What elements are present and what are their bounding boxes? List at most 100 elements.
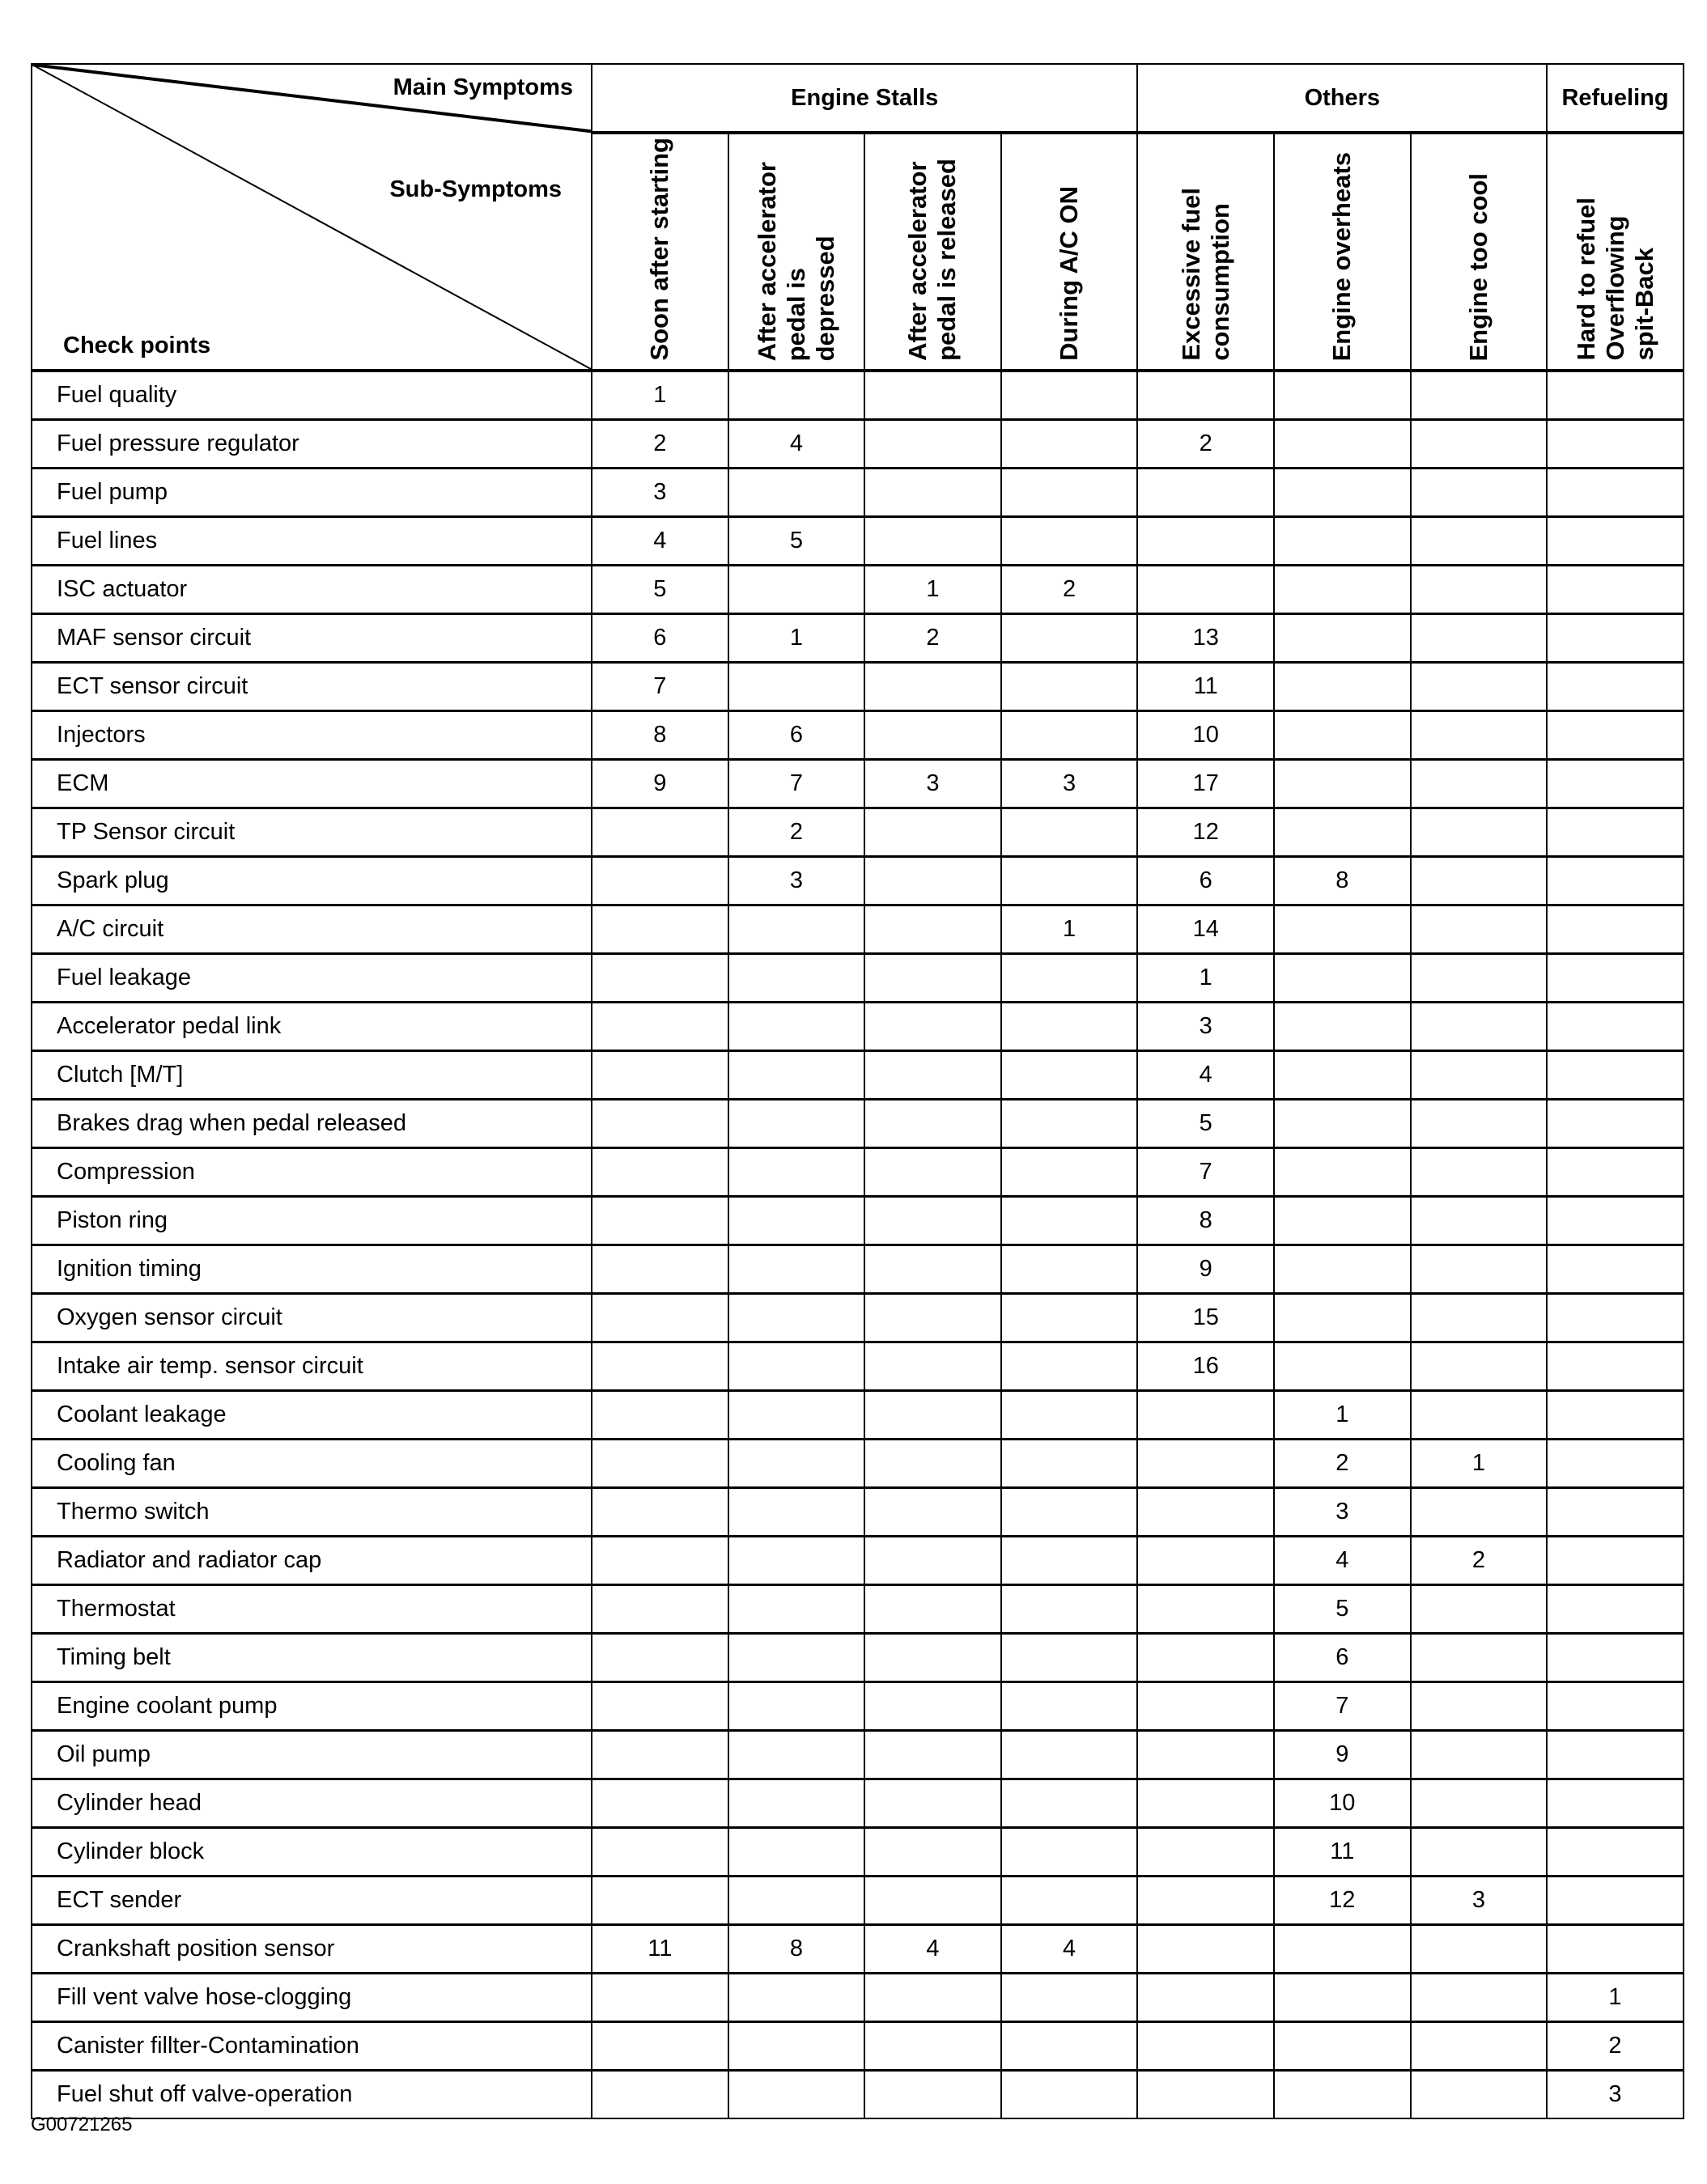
priority-cell: 6: [591, 613, 729, 664]
priority-cell: [591, 1244, 729, 1295]
priority-cell: [1000, 467, 1139, 518]
priority-cell: [864, 2069, 1002, 2119]
priority-cell: [1273, 1244, 1412, 1295]
main-symptoms-label: Main Symptoms: [393, 74, 573, 100]
table-row: Oxygen sensor circuit 15: [31, 1292, 1684, 1343]
priority-cell: 5: [1136, 1098, 1276, 1149]
sub-symptom-line: Excessive fuel: [1176, 188, 1205, 361]
priority-cell: [864, 1486, 1002, 1537]
table-row: Fuel lines 4 5: [31, 515, 1684, 566]
table-row: TP Sensor circuit 2 12: [31, 807, 1684, 858]
priority-cell: 1: [1000, 904, 1139, 955]
priority-cell: [1000, 952, 1139, 1003]
priority-cell: [1409, 1729, 1548, 1780]
priority-cell: [1409, 1584, 1548, 1635]
priority-cell: [727, 467, 866, 518]
table-row: ISC actuator 5 1 2: [31, 564, 1684, 615]
priority-cell: [1546, 1875, 1684, 1926]
priority-cell: 5: [1273, 1584, 1412, 1635]
priority-cell: [591, 1389, 729, 1440]
check-point-name: ECM: [31, 758, 592, 809]
priority-cell: 2: [864, 613, 1002, 664]
priority-cell: [727, 1292, 866, 1343]
table-row: Cooling fan 2 1: [31, 1438, 1684, 1489]
priority-cell: [1273, 1050, 1412, 1100]
check-point-name: Oil pump: [31, 1729, 592, 1780]
table-row: Intake air temp. sensor circuit 16: [31, 1341, 1684, 1392]
table-row: Fuel leakage 1: [31, 952, 1684, 1003]
priority-cell: [591, 1292, 729, 1343]
priority-cell: [1409, 1098, 1548, 1149]
priority-cell: [864, 1826, 1002, 1877]
priority-cell: [1136, 515, 1276, 566]
priority-cell: 1: [1273, 1389, 1412, 1440]
priority-cell: 13: [1136, 613, 1276, 664]
check-point-name: Injectors: [31, 710, 592, 761]
priority-cell: [1000, 1681, 1139, 1732]
sub-symptom-line: Engine too cool: [1463, 172, 1493, 362]
priority-cell: [864, 418, 1002, 469]
priority-cell: [1000, 710, 1139, 761]
table-row: ECT sender 12 3: [31, 1875, 1684, 1926]
check-point-name: Fuel pressure regulator: [31, 418, 592, 469]
priority-cell: [1546, 1486, 1684, 1537]
priority-cell: [591, 1098, 729, 1149]
priority-cell: [727, 1875, 866, 1926]
check-point-name: Fuel lines: [31, 515, 592, 566]
priority-cell: 15: [1136, 1292, 1276, 1343]
priority-cell: [1409, 1050, 1548, 1100]
priority-cell: [864, 515, 1002, 566]
sub-symptom-header: Soon after starting: [591, 132, 729, 372]
priority-cell: [1409, 370, 1548, 421]
priority-cell: [1409, 952, 1548, 1003]
priority-cell: [591, 952, 729, 1003]
priority-cell: [1136, 1584, 1276, 1635]
corner-header: Main Symptoms Sub-Symptoms Check points: [31, 63, 592, 372]
check-point-name: Spark plug: [31, 855, 592, 906]
table-row: Injectors 8 6 10: [31, 710, 1684, 761]
table-row: Thermo switch 3: [31, 1486, 1684, 1537]
priority-cell: [1409, 1147, 1548, 1198]
priority-cell: [727, 1584, 866, 1635]
priority-cell: [1136, 1389, 1276, 1440]
sub-symptom-header: During A/C ON: [1000, 132, 1139, 372]
priority-cell: [727, 1244, 866, 1295]
table-row: ECT sensor circuit 7 11: [31, 661, 1684, 712]
priority-cell: 9: [1273, 1729, 1412, 1780]
priority-cell: [1546, 1244, 1684, 1295]
sub-symptom-line: spit-Back: [1629, 248, 1658, 361]
priority-cell: [1273, 952, 1412, 1003]
priority-cell: [1546, 418, 1684, 469]
check-point-name: Oxygen sensor circuit: [31, 1292, 592, 1343]
check-point-name: Fuel quality: [31, 370, 592, 421]
check-point-name: Thermo switch: [31, 1486, 592, 1537]
check-point-name: Cylinder block: [31, 1826, 592, 1877]
priority-cell: [1000, 1535, 1139, 1586]
table-row: Compression 7: [31, 1147, 1684, 1198]
sub-symptom-line: pedal is released: [932, 159, 962, 361]
priority-cell: [727, 1535, 866, 1586]
priority-cell: [1546, 515, 1684, 566]
priority-cell: [1136, 1535, 1276, 1586]
sub-symptom-line: Hard to refuel: [1571, 197, 1600, 361]
priority-cell: 2: [1273, 1438, 1412, 1489]
priority-cell: [1546, 467, 1684, 518]
priority-cell: [1409, 613, 1548, 664]
priority-cell: [864, 1681, 1002, 1732]
priority-cell: 2: [1546, 2021, 1684, 2072]
priority-cell: [1273, 1147, 1412, 1198]
priority-cell: 3: [1000, 758, 1139, 809]
priority-cell: [1546, 1050, 1684, 1100]
priority-cell: 6: [1273, 1632, 1412, 1683]
priority-cell: 7: [591, 661, 729, 712]
priority-cell: [1000, 418, 1139, 469]
priority-cell: [591, 1584, 729, 1635]
priority-cell: [727, 1050, 866, 1100]
priority-cell: [1000, 661, 1139, 712]
priority-cell: [1273, 515, 1412, 566]
priority-cell: 1: [1546, 1972, 1684, 2023]
priority-cell: [1273, 904, 1412, 955]
priority-cell: [727, 661, 866, 712]
priority-cell: [727, 2021, 866, 2072]
table-row: Spark plug 3 6 8: [31, 855, 1684, 906]
